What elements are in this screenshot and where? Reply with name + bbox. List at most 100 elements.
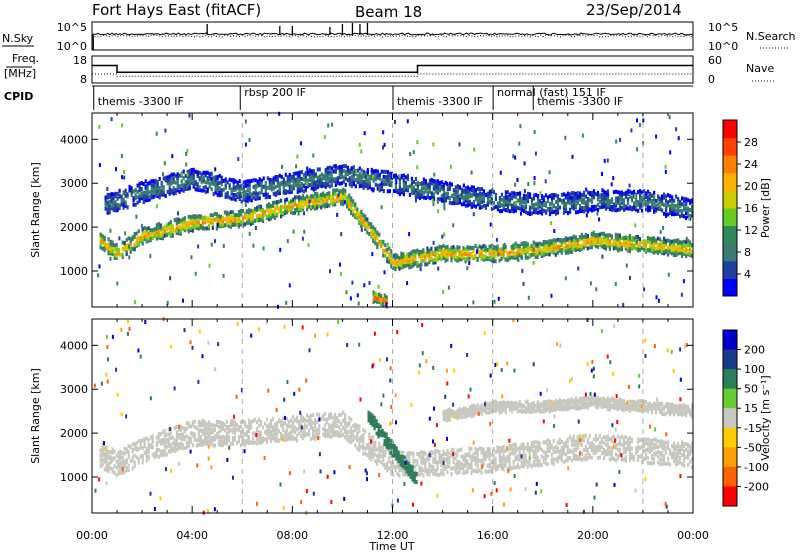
range-gate-cell — [498, 452, 501, 457]
range-gate-cell — [360, 212, 363, 217]
freq-label-1: Freq. — [12, 52, 39, 65]
range-gate-cell — [472, 192, 475, 197]
range-gate-cell — [128, 255, 131, 260]
range-gate-cell — [136, 183, 139, 188]
range-gate-cell — [370, 451, 373, 455]
range-gate-cell — [119, 455, 122, 460]
range-gate-cell — [416, 261, 419, 265]
range-gate-cell — [618, 440, 621, 445]
range-gate-cell — [218, 193, 221, 198]
range-gate-cell — [510, 205, 514, 210]
range-gate-cell — [374, 291, 377, 296]
range-gate-cell — [206, 170, 209, 175]
range-gate-cell — [663, 192, 666, 197]
range-gate-cell — [103, 459, 106, 464]
range-gate-cell — [438, 253, 441, 258]
range-gate-cell — [114, 203, 117, 208]
range-gate-cell — [654, 246, 658, 251]
range-gate-cell — [442, 289, 445, 294]
range-gate-cell — [155, 223, 158, 228]
range-gate-cell — [368, 446, 371, 450]
range-gate-cell — [378, 239, 381, 244]
range-gate-cell — [612, 441, 615, 446]
range-gate-cell — [113, 247, 116, 252]
range-gate-cell — [502, 199, 505, 204]
range-gate-cell — [380, 449, 383, 454]
range-gate-cell — [546, 462, 549, 467]
range-gate-cell — [666, 461, 670, 466]
range-gate-cell — [683, 207, 686, 212]
range-gate-cell — [208, 174, 211, 179]
range-gate-cell — [408, 252, 411, 257]
range-gate-cell — [123, 464, 126, 469]
range-gate-cell — [203, 436, 206, 440]
range-gate-cell — [652, 456, 656, 461]
range-gate-cell — [241, 434, 245, 439]
range-gate-cell — [398, 179, 401, 184]
range-gate-cell — [262, 246, 265, 251]
range-gate-cell — [296, 427, 299, 432]
range-gate-cell — [492, 259, 495, 264]
range-gate-cell — [195, 223, 198, 228]
range-gate-cell — [532, 452, 535, 457]
range-gate-cell — [508, 460, 511, 464]
range-gate-cell — [350, 429, 353, 434]
range-gate-cell — [206, 176, 209, 181]
range-gate-cell — [133, 242, 136, 247]
range-gate-cell — [290, 210, 293, 215]
range-gate-cell — [116, 208, 119, 213]
range-gate-cell — [99, 452, 102, 457]
range-gate-cell — [308, 204, 311, 209]
range-gate-cell — [362, 443, 365, 448]
range-gate-cell — [188, 168, 191, 173]
range-gate-cell — [552, 245, 555, 250]
range-gate-cell — [601, 254, 604, 259]
range-gate-cell — [374, 241, 377, 246]
range-gate-cell — [245, 430, 249, 434]
range-gate-cell — [499, 170, 502, 175]
range-gate-cell — [602, 200, 606, 205]
range-gate-cell — [99, 459, 102, 464]
range-gate-cell — [326, 191, 329, 196]
range-gate-cell — [245, 424, 249, 429]
range-gate-cell — [378, 172, 381, 177]
range-gate-cell — [227, 220, 230, 225]
range-gate-cell — [404, 180, 407, 185]
range-gate-cell — [239, 208, 243, 213]
range-gate-cell — [273, 431, 277, 436]
range-gate-cell — [470, 454, 473, 459]
range-gate-cell — [640, 444, 644, 449]
range-gate-cell — [342, 202, 345, 207]
range-gate-cell — [376, 293, 379, 297]
range-gate-cell — [548, 247, 551, 252]
range-gate-cell — [598, 199, 602, 204]
range-gate-cell — [606, 434, 609, 439]
range-gate-cell — [588, 441, 591, 446]
range-gate-cell — [304, 433, 307, 438]
range-gate-cell — [148, 190, 151, 195]
range-gate-cell — [683, 239, 686, 244]
range-gate-cell — [416, 194, 419, 199]
range-gate-cell — [618, 197, 622, 202]
range-gate-cell — [492, 201, 495, 206]
range-gate-cell — [370, 446, 373, 451]
range-gate-cell — [422, 252, 425, 257]
range-gate-cell — [286, 182, 289, 187]
range-gate-cell — [109, 450, 112, 455]
range-gate-cell — [101, 462, 104, 467]
range-gate-cell — [163, 433, 166, 438]
range-gate-cell — [190, 180, 193, 185]
range-gate-cell — [498, 196, 501, 200]
range-gate-cell — [360, 227, 363, 232]
range-gate-cell — [562, 451, 565, 456]
range-gate-cell — [550, 210, 554, 215]
range-gate-cell — [114, 200, 117, 205]
range-gate-cell — [416, 183, 419, 188]
range-gate-cell — [603, 158, 606, 163]
range-gate-cell — [495, 237, 498, 242]
range-gate-cell — [540, 454, 543, 459]
range-gate-cell — [671, 195, 674, 200]
range-gate-cell — [156, 186, 159, 191]
range-gate-cell — [190, 178, 193, 183]
range-gate-cell — [518, 453, 521, 458]
